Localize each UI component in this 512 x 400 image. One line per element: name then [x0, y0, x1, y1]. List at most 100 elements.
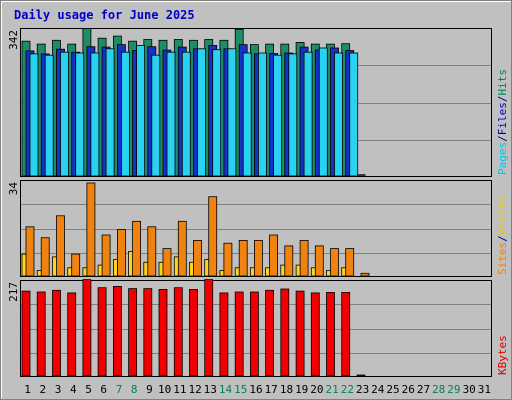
bar-sites-day-22 [345, 248, 355, 277]
bar-pages-day-14 [227, 48, 237, 177]
bar-sites-day-3 [56, 215, 65, 277]
x-tick-label: 23 [356, 383, 369, 396]
bar-pages-day-18 [288, 53, 298, 177]
x-tick-label: 4 [70, 383, 77, 396]
bar-kbytes-day-19 [295, 290, 305, 377]
bar-sites-day-5 [86, 182, 96, 277]
legend-item: / [496, 135, 509, 142]
series-sites [25, 182, 370, 277]
bar-pages-day-1 [29, 53, 39, 177]
legend-item: Pages [496, 142, 509, 175]
x-tick-label: 18 [280, 383, 293, 396]
bar-sites-day-19 [299, 239, 309, 277]
bar-sites-day-11 [177, 220, 187, 277]
x-tick-label: 20 [310, 383, 323, 396]
y-max-label: 34 [7, 182, 20, 196]
bar-pages-day-21 [334, 52, 343, 177]
bar-pages-day-7 [121, 51, 130, 177]
x-tick-label: 16 [249, 383, 262, 396]
x-tick-label: 1 [24, 383, 31, 396]
x-tick-label: 10 [158, 383, 171, 396]
series-pages [29, 45, 359, 177]
legend-item: Hits [496, 69, 509, 96]
bar-sites-day-14 [223, 242, 233, 277]
x-tick-label: 12 [188, 383, 201, 396]
bar-pages-day-13 [212, 49, 222, 177]
bar-pages-day-12 [197, 48, 206, 177]
bar-sites-day-18 [284, 245, 294, 277]
bar-kbytes-day-1 [21, 290, 31, 377]
legend-item: Visits [496, 196, 509, 236]
bar-kbytes-day-3 [52, 289, 61, 377]
series-legend: Pages/Files/Hits [496, 69, 509, 175]
bar-sites-day-4 [71, 253, 81, 277]
x-tick-label: 22 [341, 383, 354, 396]
bar-pages-day-20 [318, 47, 328, 177]
legend-item: KBytes [496, 335, 509, 375]
x-tick-label: 28 [432, 383, 445, 396]
x-tick-label: 3 [55, 383, 62, 396]
x-tick-label: 15 [234, 383, 247, 396]
bar-hits-day-23 [356, 174, 366, 177]
x-tick-label: 26 [402, 383, 415, 396]
legend-item: Sites [496, 242, 509, 275]
x-tick-label: 13 [204, 383, 217, 396]
bar-kbytes-day-5 [82, 279, 92, 377]
bar-kbytes-day-23 [356, 374, 366, 377]
x-tick-label: 30 [463, 383, 476, 396]
x-tick-label: 14 [219, 383, 233, 396]
bar-sites-day-15 [238, 239, 248, 277]
bar-kbytes-day-13 [204, 279, 214, 377]
bar-kbytes-day-16 [249, 291, 259, 377]
x-tick-label: 8 [131, 383, 138, 396]
x-tick-label: 27 [417, 383, 430, 396]
bar-sites-day-8 [132, 220, 142, 277]
x-tick-label: 19 [295, 383, 308, 396]
bar-kbytes-day-12 [189, 288, 198, 377]
bar-kbytes-day-21 [326, 291, 335, 377]
bar-kbytes-day-18 [280, 288, 290, 377]
bar-kbytes-day-11 [173, 287, 183, 377]
x-tick-label: 17 [265, 383, 278, 396]
bar-kbytes-day-9 [143, 288, 153, 377]
bar-sites-day-20 [314, 245, 324, 277]
series-legend: Sites/Visits [496, 196, 509, 276]
y-max-label: 342 [7, 30, 20, 50]
bar-sites-day-23 [360, 272, 370, 277]
x-tick-label: 31 [478, 383, 491, 396]
bar-kbytes-day-22 [341, 291, 351, 377]
bar-sites-day-10 [162, 248, 172, 277]
x-tick-label: 2 [39, 383, 46, 396]
series-legend: KBytes [496, 335, 509, 375]
x-tick-label: 5 [85, 383, 92, 396]
bar-pages-day-22 [349, 52, 359, 177]
bar-sites-day-2 [40, 237, 50, 277]
bar-pages-day-8 [136, 45, 146, 177]
x-tick-label: 6 [100, 383, 107, 396]
bar-sites-day-6 [101, 234, 111, 277]
bar-sites-day-9 [147, 226, 157, 277]
x-tick-label: 29 [447, 383, 460, 396]
panel-visits-sites: 34 Sites/Visits [7, 180, 509, 277]
bar-pages-day-11 [181, 51, 191, 177]
bar-pages-day-6 [105, 48, 115, 177]
x-tick-label: 11 [173, 383, 186, 396]
bar-kbytes-day-7 [113, 285, 122, 377]
legend-item: Files [496, 102, 509, 135]
bar-sites-day-12 [193, 239, 202, 277]
x-tick-label: 21 [325, 383, 338, 396]
x-tick-label: 24 [371, 383, 385, 396]
bar-kbytes-day-20 [310, 292, 320, 377]
bar-pages-day-15 [242, 52, 252, 177]
bar-kbytes-day-17 [265, 289, 275, 377]
bar-sites-day-1 [25, 226, 35, 277]
bar-pages-day-9 [151, 54, 161, 177]
bar-pages-day-4 [75, 52, 85, 177]
y-max-label: 217 [7, 282, 20, 302]
bar-sites-day-13 [208, 196, 218, 277]
bar-sites-day-17 [269, 234, 279, 277]
chart-title: Daily usage for June 2025 [14, 8, 195, 22]
